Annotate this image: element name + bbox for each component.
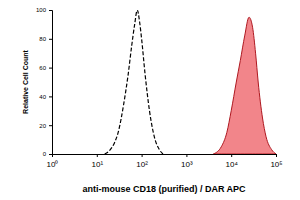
y-tick-mark xyxy=(49,10,52,11)
chart: 10⁰ 10¹ 10² 10³ 10⁴ 10⁵ 0 20 40 60 80 100 anti-mouse… xyxy=(0,0,300,200)
x-tick-label: 10⁴ xyxy=(226,160,239,169)
x-tick-mark xyxy=(142,154,143,157)
x-tick: 10¹ xyxy=(92,154,104,169)
y-tick-mark xyxy=(49,39,52,40)
y-tick: 40 xyxy=(39,94,52,100)
x-tick-label: 10³ xyxy=(181,160,193,169)
y-tick-mark xyxy=(49,68,52,69)
x-tick-mark xyxy=(186,154,187,157)
x-tick-mark xyxy=(231,154,232,157)
y-tick: 0 xyxy=(43,151,52,157)
y-axis: 0 20 40 60 80 100 xyxy=(36,7,53,157)
x-tick: 10³ xyxy=(181,154,193,169)
y-tick-mark xyxy=(49,125,52,126)
y-tick: 80 xyxy=(39,36,52,42)
y-tick-mark xyxy=(49,96,52,97)
y-axis-title: Relative Cell Count xyxy=(22,49,29,113)
y-tick-label: 80 xyxy=(39,36,46,42)
y-axis-line xyxy=(49,11,53,155)
x-tick-label: 10⁰ xyxy=(47,160,59,169)
x-tick: 10⁰ xyxy=(47,154,59,169)
x-tick: 10² xyxy=(136,154,148,169)
x-tick-label: 10¹ xyxy=(92,160,104,169)
x-axis-title: anti-mouse CD18 (purified) / DAR APC xyxy=(82,184,246,194)
y-tick-mark xyxy=(49,154,52,155)
histogram-area xyxy=(213,17,276,154)
x-tick-mark xyxy=(276,154,277,157)
x-tick-label: 10² xyxy=(136,160,148,169)
marks xyxy=(105,10,276,154)
x-tick-label: 10⁵ xyxy=(270,160,282,169)
y-tick-label: 20 xyxy=(39,123,46,129)
y-tick: 100 xyxy=(36,7,52,13)
x-tick: 10⁴ xyxy=(226,154,239,169)
histogram-line xyxy=(105,10,163,154)
y-tick-label: 40 xyxy=(39,94,46,100)
x-axis: 10⁰ 10¹ 10² 10³ 10⁴ 10⁵ xyxy=(47,154,283,169)
y-tick: 60 xyxy=(39,65,52,71)
x-axis-line xyxy=(53,155,277,158)
plot: 10⁰ 10¹ 10² 10³ 10⁴ 10⁵ 0 20 40 60 80 100 xyxy=(36,7,283,169)
y-tick-label: 60 xyxy=(39,65,46,71)
x-tick: 10⁵ xyxy=(270,154,282,169)
y-tick: 20 xyxy=(39,123,52,129)
y-tick-label: 0 xyxy=(43,151,47,157)
y-tick-label: 100 xyxy=(36,7,47,13)
x-tick-mark xyxy=(97,154,98,157)
